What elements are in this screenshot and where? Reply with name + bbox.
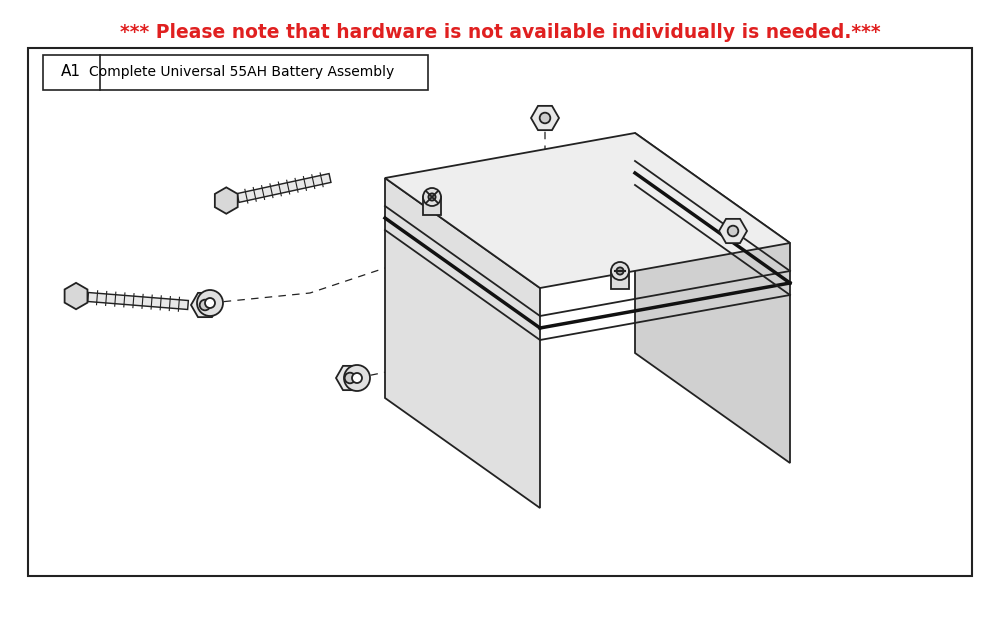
Text: A1: A1 — [61, 65, 81, 80]
Bar — [43, 55, 428, 90]
Polygon shape — [65, 283, 87, 310]
Circle shape — [540, 113, 550, 123]
Polygon shape — [88, 292, 188, 310]
Polygon shape — [385, 178, 540, 508]
Polygon shape — [191, 293, 219, 317]
Circle shape — [616, 267, 624, 275]
Polygon shape — [215, 187, 238, 214]
Circle shape — [423, 188, 441, 206]
Circle shape — [205, 298, 215, 308]
Polygon shape — [237, 173, 331, 203]
Polygon shape — [385, 133, 790, 288]
Polygon shape — [531, 106, 559, 130]
Polygon shape — [635, 133, 790, 463]
Circle shape — [352, 373, 362, 383]
Circle shape — [728, 226, 738, 236]
Text: Complete Universal 55AH Battery Assembly: Complete Universal 55AH Battery Assembly — [89, 65, 395, 79]
Circle shape — [345, 373, 355, 384]
Bar — [28, 48, 972, 576]
Circle shape — [428, 194, 436, 201]
Circle shape — [200, 299, 210, 310]
Polygon shape — [336, 366, 364, 390]
Text: *** Please note that hardware is not available individually is needed.***: *** Please note that hardware is not ava… — [120, 23, 880, 42]
Bar — [611, 271, 629, 289]
Circle shape — [611, 262, 629, 280]
Bar — [423, 197, 441, 215]
Polygon shape — [719, 219, 747, 243]
Circle shape — [344, 365, 370, 391]
Circle shape — [197, 290, 223, 316]
